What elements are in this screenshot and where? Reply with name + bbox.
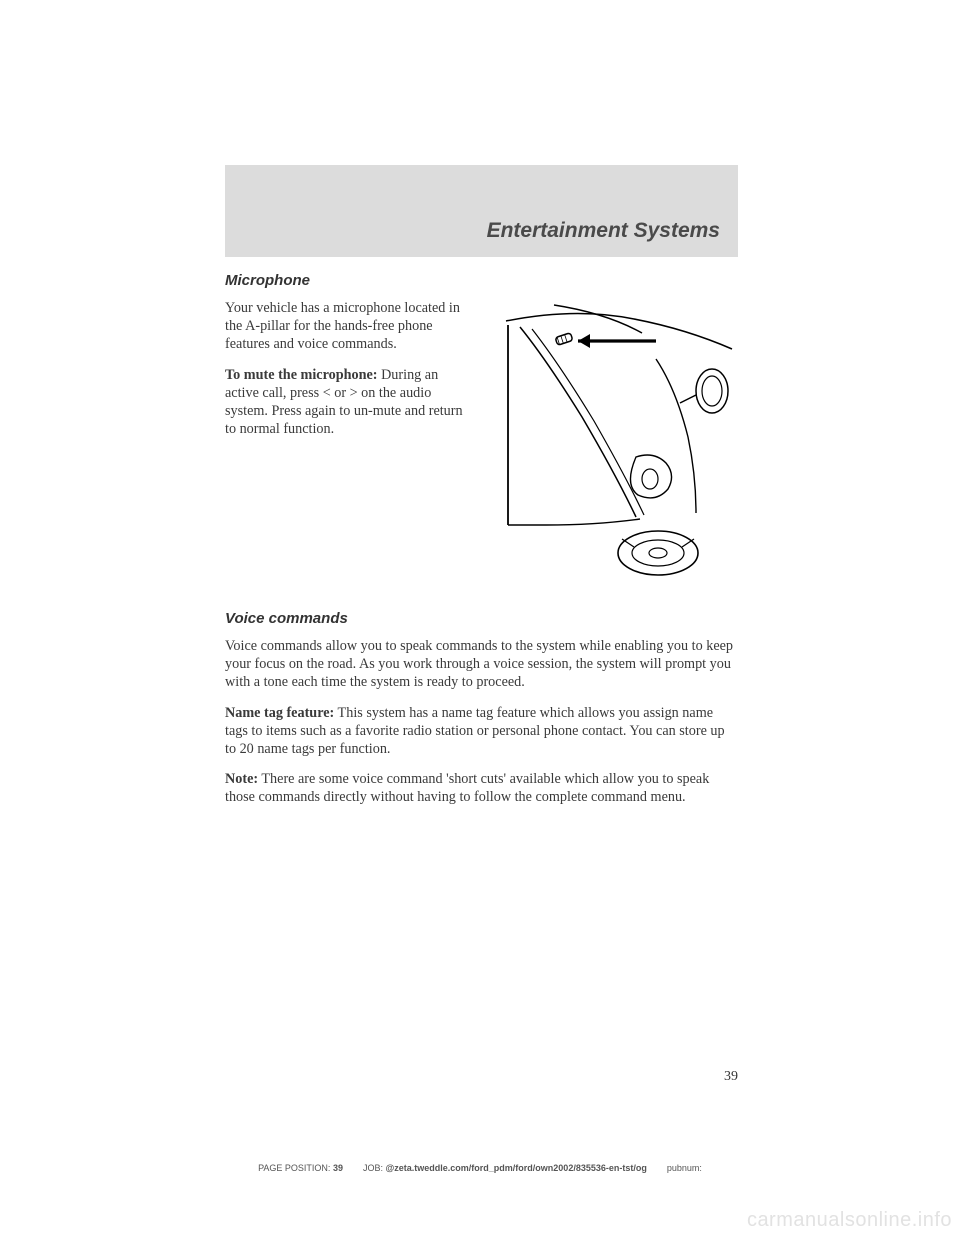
footer-meta: PAGE POSITION: 39 JOB: @zeta.tweddle.com… <box>0 1163 960 1173</box>
page: Entertainment Systems Microphone Your ve… <box>0 0 960 1242</box>
footer-pagepos-value: 39 <box>333 1163 343 1173</box>
note-para: Note: There are some voice command 'shor… <box>225 770 738 806</box>
two-column-layout: Your vehicle has a microphone located in… <box>225 299 738 582</box>
footer-pubnum-label: pubnum: <box>667 1163 702 1173</box>
illustration-column <box>486 299 738 582</box>
voice-intro-para: Voice commands allow you to speak comman… <box>225 637 738 692</box>
footer-pagepos-label: PAGE POSITION: <box>258 1163 330 1173</box>
watermark: carmanualsonline.info <box>747 1209 952 1232</box>
text-column: Your vehicle has a microphone located in… <box>225 299 472 582</box>
name-tag-para: Name tag feature: This system has a name… <box>225 704 738 759</box>
a-pillar-diagram <box>486 299 738 577</box>
footer-job-value: @zeta.tweddle.com/ford_pdm/ford/own2002/… <box>386 1163 647 1173</box>
heading-voice-commands: Voice commands <box>225 610 738 627</box>
mute-label-bold: To mute the microphone: <box>225 367 378 383</box>
note-text: There are some voice command 'short cuts… <box>225 771 709 805</box>
note-bold: Note: <box>225 771 258 787</box>
content-area: Microphone Your vehicle has a microphone… <box>225 272 738 818</box>
heading-microphone: Microphone <box>225 272 738 289</box>
section-header-block: Entertainment Systems <box>225 165 738 257</box>
page-number: 39 <box>724 1069 738 1085</box>
microphone-intro-para: Your vehicle has a microphone located in… <box>225 299 472 354</box>
name-tag-bold: Name tag feature: <box>225 705 334 721</box>
footer-job-label: JOB: <box>363 1163 383 1173</box>
section-header-title: Entertainment Systems <box>487 219 720 243</box>
microphone-mute-para: To mute the microphone: During an active… <box>225 366 472 439</box>
